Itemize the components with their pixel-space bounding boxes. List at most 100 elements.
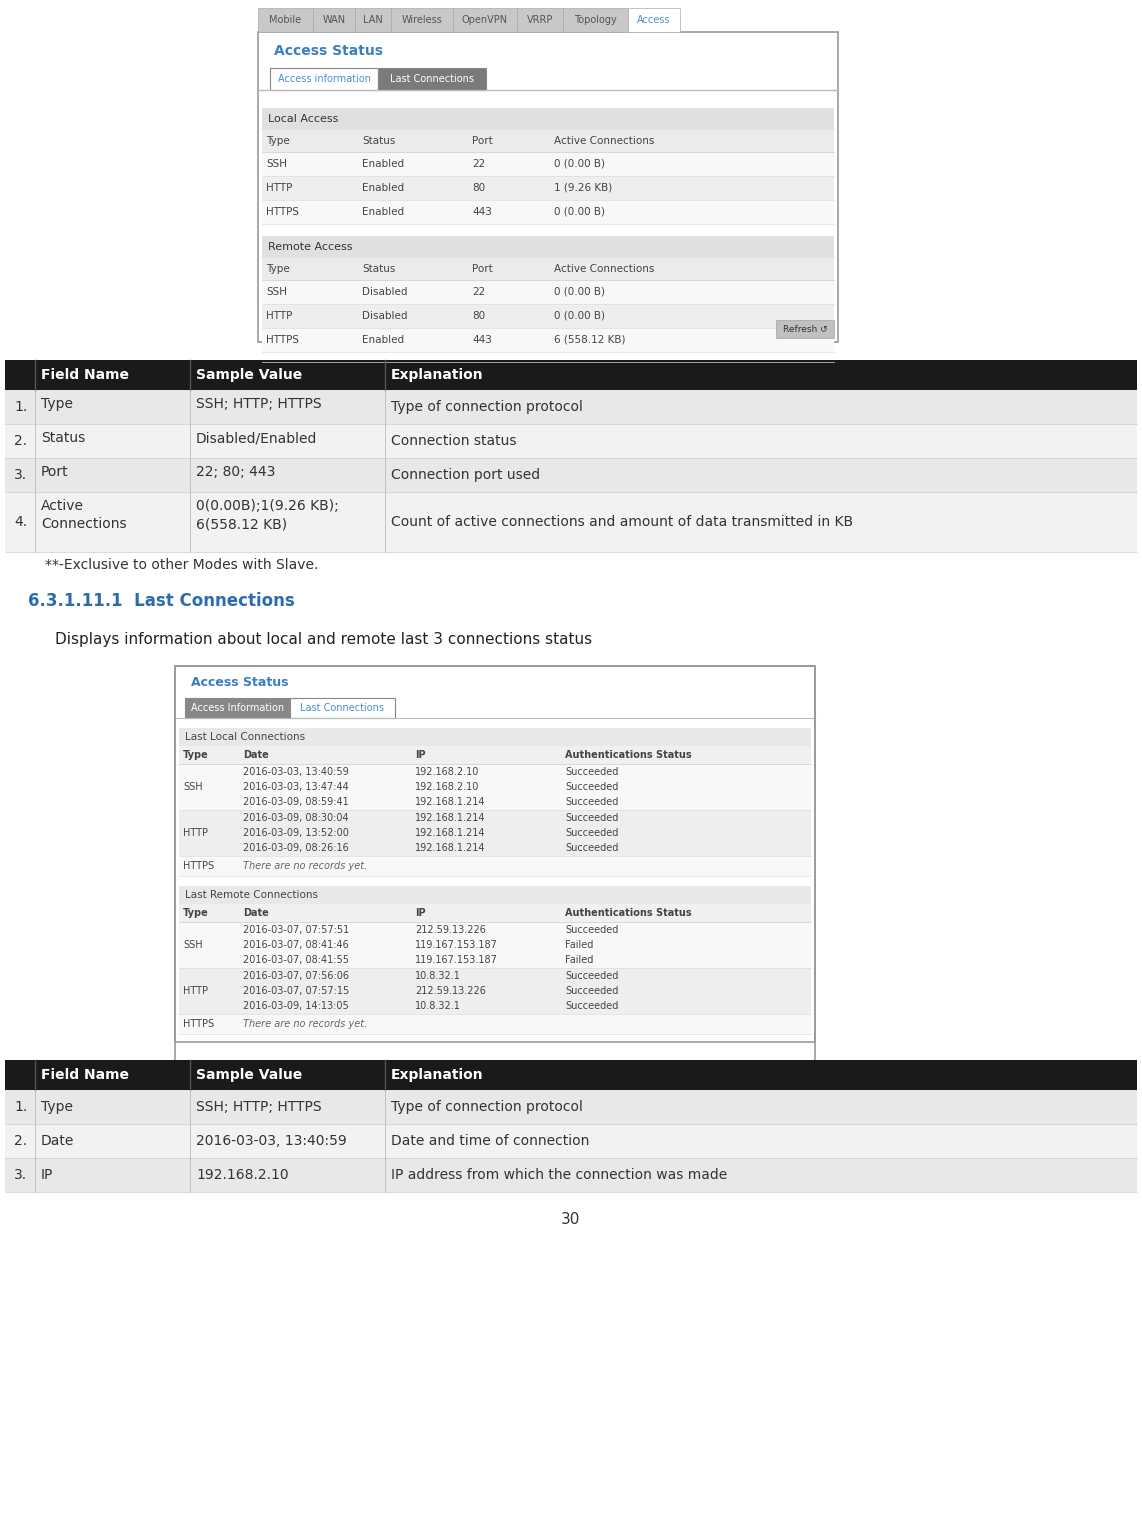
Text: 2016-03-09, 13:52:00: 2016-03-09, 13:52:00 [243,828,348,838]
Text: Displays information about local and remote last 3 connections status: Displays information about local and rem… [55,632,592,648]
Bar [5,1124,1137,1157]
Text: Succeeded: Succeeded [565,1002,618,1011]
Text: There are no records yet.: There are no records yet. [243,861,368,871]
Bar [179,921,811,968]
Bar [517,8,563,32]
Text: 192.168.2.10: 192.168.2.10 [196,1168,289,1182]
Text: Access: Access [637,15,670,26]
Bar [5,390,1137,424]
Text: Date: Date [243,750,268,760]
Bar [270,68,378,89]
Text: Explanation: Explanation [391,368,483,381]
Bar [313,8,355,32]
Text: HTTPS: HTTPS [266,207,299,216]
Text: 22: 22 [472,287,485,297]
Bar [179,764,811,809]
Text: Port: Port [41,464,69,480]
Text: Port: Port [472,136,492,145]
Text: Access Status: Access Status [191,676,289,688]
Text: WAN: WAN [322,15,346,26]
Bar [453,8,517,32]
Text: 3.: 3. [14,1168,27,1182]
Text: Succeeded: Succeeded [565,797,618,808]
Bar [258,32,838,342]
Text: 192.168.2.10: 192.168.2.10 [415,767,480,776]
Text: Type: Type [183,750,209,760]
Bar [777,321,834,337]
Bar [262,176,834,200]
Text: Enabled: Enabled [362,207,404,216]
Text: Enabled: Enabled [362,183,404,194]
Text: Disabled: Disabled [362,287,408,297]
Text: Disabled: Disabled [362,312,408,321]
Text: 0(0.00B);1(9.26 KB);
6(558.12 KB): 0(0.00B);1(9.26 KB); 6(558.12 KB) [196,499,339,531]
Bar [628,8,679,32]
Text: Type: Type [183,908,209,918]
Text: Succeeded: Succeeded [565,767,618,776]
Text: 22; 80; 443: 22; 80; 443 [196,464,275,480]
Text: Port: Port [472,263,492,274]
Text: 192.168.1.214: 192.168.1.214 [415,812,485,823]
Text: Connection status: Connection status [391,434,516,448]
Text: 443: 443 [472,207,492,216]
Text: 2016-03-09, 08:30:04: 2016-03-09, 08:30:04 [243,812,348,823]
Text: Explanation: Explanation [391,1068,483,1082]
Text: Last Connections: Last Connections [300,704,385,713]
Text: Disabled/Enabled: Disabled/Enabled [196,431,317,445]
Text: IP: IP [41,1168,54,1182]
Text: IP address from which the connection was made: IP address from which the connection was… [391,1168,727,1182]
Text: 1 (9.26 KB): 1 (9.26 KB) [554,183,612,194]
Text: Failed: Failed [565,955,594,965]
Text: Field Name: Field Name [41,368,129,381]
Text: 2016-03-03, 13:47:44: 2016-03-03, 13:47:44 [243,782,348,791]
Bar [5,360,1137,390]
Text: 3.: 3. [14,468,27,483]
Text: 2016-03-09, 08:59:41: 2016-03-09, 08:59:41 [243,797,348,808]
Text: OpenVPN: OpenVPN [461,15,508,26]
Text: HTTPS: HTTPS [183,1018,215,1029]
Bar [262,304,834,328]
Text: LAN: LAN [363,15,383,26]
Bar [5,424,1137,458]
Bar [262,328,834,353]
Bar [5,492,1137,552]
Bar [179,809,811,856]
Text: Access Status: Access Status [274,44,383,57]
Bar [262,259,834,280]
Text: 1.: 1. [14,1100,27,1114]
Text: HTTPS: HTTPS [266,334,299,345]
Text: Status: Status [362,136,395,145]
Text: There are no records yet.: There are no records yet. [243,1018,368,1029]
Text: 119.167.153.187: 119.167.153.187 [415,955,498,965]
Text: 192.168.1.214: 192.168.1.214 [415,828,485,838]
Text: 2016-03-07, 08:41:46: 2016-03-07, 08:41:46 [243,940,348,950]
Text: Type: Type [266,263,290,274]
Bar [563,8,628,32]
Bar [5,1157,1137,1192]
Text: SSH: SSH [183,940,202,950]
Text: HTTPS: HTTPS [183,861,215,871]
Bar [262,236,834,259]
Text: Succeeded: Succeeded [565,812,618,823]
Text: HTTP: HTTP [183,986,208,996]
Text: 443: 443 [472,334,492,345]
Text: HTTP: HTTP [183,828,208,838]
Text: Remote Access: Remote Access [268,242,353,253]
Bar [179,903,811,921]
Bar [179,746,811,764]
Text: Sample Value: Sample Value [196,368,303,381]
Bar [179,887,811,903]
Text: Sample Value: Sample Value [196,1068,303,1082]
Text: Succeeded: Succeeded [565,843,618,853]
Text: 2016-03-09, 14:13:05: 2016-03-09, 14:13:05 [243,1002,348,1011]
Text: 119.167.153.187: 119.167.153.187 [415,940,498,950]
Text: Access information: Access information [278,74,370,85]
Text: Date: Date [243,908,268,918]
Bar [391,8,453,32]
Text: Succeeded: Succeeded [565,971,618,980]
Bar [258,8,313,32]
Text: Succeeded: Succeeded [565,986,618,996]
Text: 10.8.32.1: 10.8.32.1 [415,971,461,980]
Text: 30: 30 [562,1212,580,1227]
Bar [5,1089,1137,1124]
